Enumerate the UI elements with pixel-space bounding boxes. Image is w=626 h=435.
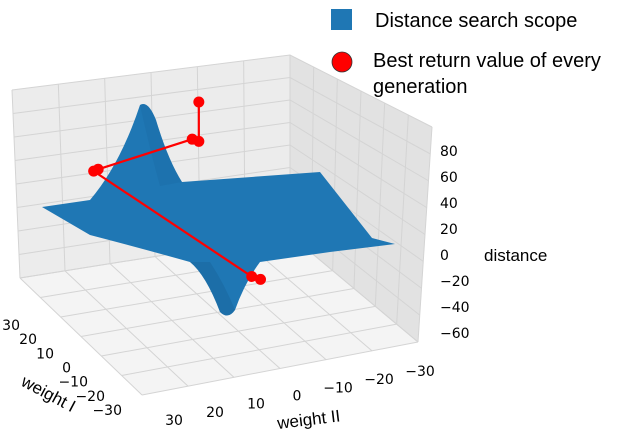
legend-label-surface: Distance search scope [375, 10, 577, 32]
tick-label-distance: 80 [440, 144, 458, 160]
tick-label-weight-i: 30 [2, 318, 20, 334]
tick-label-weight-ii: −30 [405, 364, 435, 380]
floor-pane [20, 235, 418, 395]
tick-label-weight-i: 10 [36, 346, 54, 362]
tick-label-weight-i: −10 [58, 375, 88, 391]
tick-label-weight-i: 0 [62, 361, 71, 377]
tick-label-weight-ii: 10 [247, 397, 265, 413]
legend-marker-surface [331, 9, 352, 30]
tick-label-weight-i: −20 [75, 389, 105, 405]
tick-label-distance: 60 [440, 170, 458, 186]
legend: Distance search scope Best return value … [331, 9, 601, 98]
gridline [141, 341, 419, 396]
tick-label-distance: 20 [440, 222, 458, 238]
tick-label-distance: −60 [440, 326, 470, 342]
tick-label-weight-ii: −10 [323, 380, 353, 396]
surface-trough-shading [190, 262, 235, 316]
legend-label-best-line2: generation [373, 76, 468, 98]
best-return-point [246, 270, 258, 282]
tick-label-distance: 0 [440, 248, 449, 264]
tick-label-weight-ii: 20 [206, 405, 224, 421]
axis-label-distance: distance [484, 246, 547, 265]
surface-plane [42, 104, 395, 316]
legend-marker-best [331, 51, 353, 73]
distance-surface [42, 104, 395, 316]
gridline [14, 121, 428, 209]
tick-label-weight-i: 20 [19, 332, 37, 348]
gridline [121, 323, 397, 376]
gridline [11, 54, 433, 128]
right-back-pane [290, 55, 432, 342]
best-return-point [88, 165, 100, 177]
best-return-point [186, 133, 198, 145]
tick-label-distance: 40 [440, 196, 458, 212]
tick-label-distance: −40 [440, 300, 470, 316]
gridline [15, 144, 426, 235]
gridline [19, 277, 143, 396]
gridline [13, 99, 429, 182]
surface-shading [140, 104, 182, 186]
gridline [12, 76, 431, 155]
best-return-point [193, 96, 205, 108]
legend-label-best-line1: Best return value of every [373, 50, 601, 72]
tick-label-weight-ii: −20 [364, 372, 394, 388]
best-return-series [88, 96, 266, 285]
best-return-point [255, 273, 266, 285]
tick-label-distance: −20 [440, 274, 470, 290]
tick-label-weight-i: −30 [92, 403, 122, 419]
tick-label-weight-ii: 0 [293, 389, 302, 405]
tick-label-weight-ii: 30 [165, 413, 183, 429]
axis-ticks: 3020100−10−20−303020100−10−20−3080604020… [2, 144, 469, 429]
axis-label-weight-ii: weight II [275, 406, 341, 433]
